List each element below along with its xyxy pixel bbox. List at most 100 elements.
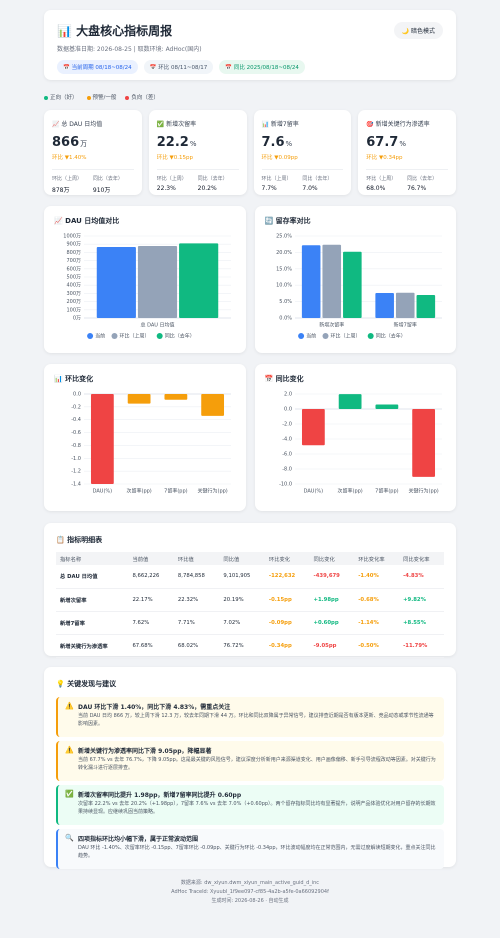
table-cell: 7.62% (128, 611, 174, 635)
insights: 💡 关键发现与建议 ⚠️ DAU 环比下滑 1.40%，同比下滑 4.83%，需重… (44, 667, 456, 869)
detail-table: 📋 指标明细表 指标名称 当前值 环比值 同比值 环比变化 同比变化 环比变化率 同比变化率总… (44, 523, 456, 658)
table-row: 总 DAU 日均值 8,662,226 8,784,858 9,101,905 -122… (56, 565, 444, 589)
table-cell: +1.98pp (309, 588, 355, 612)
header-row: 指标名称 当前值 环比值 同比值 环比变化 同比变化 环比变化率 同比变化率 (56, 552, 444, 565)
kpi-label: 📊 新增7留率 (261, 121, 299, 128)
column-header: 同比变化率 (399, 552, 444, 565)
y-tick-label: 0.0 (284, 407, 292, 413)
y-tick-label: 400万 (66, 283, 81, 289)
y-tick-label: 900万 (66, 242, 81, 248)
compare-label: 环比（上周） (156, 176, 187, 182)
footer-line: AdHoc TraceId: Xyuubl_1f9ee097-cf85-4a2b… (171, 889, 329, 895)
bar (90, 394, 114, 484)
x-tick-label: 7留率(pp) (164, 488, 187, 495)
compare-label: 环比（上周） (261, 176, 292, 182)
compare-value: 878万 (52, 187, 70, 194)
kpi-card: ✅ 新增次留率 22.2% 环比 ▼0.15pp 环比（上周） 同比（去年） 22.3% 2… (148, 110, 247, 195)
period-chip: 📅 同比 2025/08/18~08/24 (219, 60, 305, 74)
kpi-value: 7.6 (261, 135, 285, 150)
table-cell: 76.72% (219, 634, 265, 658)
insight-title: 新增次留率同比提升 1.98pp，新增7留率同比提升 0.60pp (78, 792, 242, 799)
chips: 📅 当前周期 08/18~08/24 📅 环比 08/11~08/17 📅 同比 2… (57, 60, 443, 74)
legend-label: 当前 (306, 333, 316, 340)
insight-body: 新增关键行为渗透率同比下滑 9.05pp，降幅显著当前 67.7% vs 去年 … (78, 746, 437, 776)
table-cell: -0.68% (354, 588, 400, 612)
table-cell: -122,632 (264, 565, 310, 589)
bar (342, 251, 362, 318)
y-tick-label: 25.0% (276, 234, 292, 240)
table-cell: -0.34pp (264, 634, 310, 658)
insight-icon: 🔍 (65, 834, 74, 842)
y-tick-label: -0.6 (71, 430, 81, 436)
compare-label: 环比（上周） (366, 176, 397, 182)
column-header: 同比值 (219, 552, 265, 565)
y-tick-label: -0.4 (71, 417, 81, 423)
insight-text: 当前 67.7% vs 去年 76.7%，下降 9.05pp。这是最关键的风险信… (78, 757, 436, 771)
kpi-compare: 环比（上周） 同比（去年） 878万 910万 (52, 169, 134, 194)
table-row: 新增次留率 22.17% 22.32% 20.19% -0.15pp +1.98pp -0.… (56, 588, 444, 612)
table-cell: -9.05pp (309, 634, 355, 658)
legend-item: 负向（差） (125, 93, 159, 101)
table-cell: -1.14% (354, 611, 400, 635)
period-chip: 📅 环比 08/11~08/17 (143, 60, 214, 74)
y-tick-label: 0.0 (73, 392, 81, 398)
table-cell: -1.40% (354, 565, 400, 589)
legend-swatch (322, 333, 328, 339)
table-cell: 9,101,905 (219, 565, 265, 589)
y-tick-label: 800万 (66, 250, 81, 256)
footer-line: 数据来源: dw_xiyun.dwm_xiyun_main_active_gui… (180, 880, 320, 886)
bar (96, 246, 136, 318)
insight-text: 次留率 22.2% vs 去年 20.2%（+1.98pp），7留率 7.6% … (78, 801, 436, 815)
y-tick-label: 0万 (73, 316, 81, 322)
insight-title: 四项指标环比均小幅下滑，属于正常波动范围 (78, 836, 199, 843)
y-tick-label: -4.0 (282, 437, 292, 443)
y-tick-label: -1.2 (71, 469, 81, 475)
table-cell: 68.02% (173, 634, 220, 658)
kpi-change: 环比 ▼0.34pp (366, 155, 403, 161)
insights-title: 💡 关键发现与建议 (56, 680, 117, 688)
compare-value: 7.0% (302, 185, 318, 192)
kpi-label: 📈 总 DAU 日均值 (52, 121, 103, 128)
compare-value: 22.3% (156, 185, 176, 192)
footer-line: 生成时间: 2026-08-26 · 自动生成 (211, 898, 289, 904)
chart-card: 📅 同比变化 2.0 0.0 -2.0 -4.0 -6.0 -8.0 -10.0 DAU(%) 次… (254, 364, 456, 511)
table-cell: 7.71% (173, 611, 220, 635)
x-tick-label: DAU(%) (303, 489, 323, 495)
y-tick-label: 15.0% (276, 266, 292, 272)
table-row: 新增关键行为渗透率 67.68% 68.02% 76.72% -0.34pp -9.05p… (56, 634, 444, 658)
kpi-compare: 环比（上周） 同比（去年） 68.0% 76.7% (366, 169, 448, 192)
y-tick-label: 200万 (66, 299, 81, 305)
kpi-card: 🎯 新增关键行为渗透率 67.7% 环比 ▼0.34pp 环比（上周） 同比（去年） 68… (358, 110, 456, 195)
x-tick-label: 关键行为(pp) (408, 488, 438, 495)
table-cell: -11.79% (399, 634, 444, 658)
chart-row: 📈 DAU 日均值对比 0万 100万 200万 300万 400万 500万 600万 700… (44, 206, 456, 353)
bar (164, 394, 188, 400)
kpi-value: 22.2 (156, 135, 189, 150)
chart-row: 📊 环比变化 0.0 -0.2 -0.4 -0.6 -0.8 -1.0 -1.2 -1.4 DAU… (44, 364, 456, 511)
legend-swatch (297, 333, 304, 339)
legend-swatch (111, 333, 118, 339)
chart-card: 📊 环比变化 0.0 -0.2 -0.4 -0.6 -0.8 -1.0 -1.2 -1.4 DAU… (44, 364, 246, 511)
kpi-value-row: 22.2% (157, 135, 239, 150)
legend-label: 同比（去年） (375, 333, 405, 340)
dark-mode-button[interactable]: 🌙 暗色模式 (393, 22, 443, 39)
column-header: 同比变化 (309, 552, 355, 565)
insight-title: 新增关键行为渗透率同比下滑 9.05pp，降幅显著 (78, 748, 212, 755)
compare-value: 76.7% (407, 185, 427, 192)
bar (321, 244, 341, 318)
legend-label: 环比（上周） (120, 333, 150, 340)
compare-label: 同比（去年） (197, 176, 228, 182)
chart: 0.0% 5.0% 10.0% 15.0% 20.0% 25.0% 新增次留率 新增7留率当前… (276, 234, 442, 340)
kpi-change: 环比 ▼1.40% (52, 155, 87, 161)
column-header: 环比变化 (264, 552, 310, 565)
y-tick-label: 500万 (66, 275, 81, 281)
bar (416, 294, 435, 318)
bar (374, 293, 394, 318)
insight: 🔍 四项指标环比均小幅下滑，属于正常波动范围 DAU 环比 -1.40%、次留率环比… (56, 829, 444, 869)
bar (201, 394, 225, 416)
table-cell: -4.83% (399, 565, 444, 589)
x-tick-label: 新增7留率 (393, 322, 416, 329)
chart: 0万 100万 200万 300万 400万 500万 600万 700万 800万 900万 10… (63, 234, 231, 340)
table-cell: +8.55% (399, 611, 444, 635)
table-cell: 22.17% (128, 588, 174, 612)
